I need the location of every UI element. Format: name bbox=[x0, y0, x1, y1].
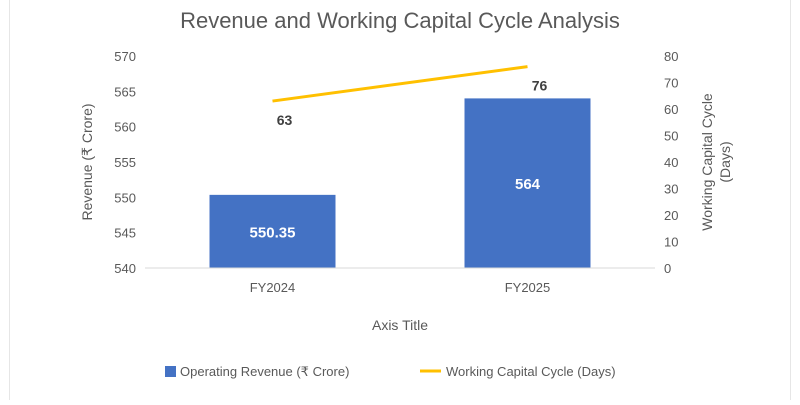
legend-label-wcc: Working Capital Cycle (Days) bbox=[446, 364, 616, 379]
x-axis-title: Axis Title bbox=[372, 317, 428, 333]
y2-tick-label: 40 bbox=[664, 155, 678, 170]
y2-tick-label: 20 bbox=[664, 208, 678, 223]
y-axis-title-right-line2: (Days) bbox=[717, 141, 733, 182]
y-tick-label: 555 bbox=[114, 155, 136, 170]
y-tick-label: 560 bbox=[114, 120, 136, 135]
y2-tick-label: 0 bbox=[664, 261, 671, 276]
line-data-label: 76 bbox=[532, 78, 548, 94]
frame-edge-right bbox=[790, 0, 791, 400]
bar-data-label: 564 bbox=[515, 176, 541, 193]
y2-tick-label: 10 bbox=[664, 235, 678, 250]
bar-series: 550.35 564 bbox=[209, 98, 591, 269]
x-tick-label: FY2024 bbox=[250, 280, 296, 295]
bar-data-label: 550.35 bbox=[250, 224, 296, 241]
line-series: 63 76 bbox=[272, 65, 548, 128]
y2-tick-label: 80 bbox=[664, 49, 678, 64]
bar bbox=[464, 98, 591, 269]
y2-tick-label: 30 bbox=[664, 182, 678, 197]
y2-tick-label: 60 bbox=[664, 102, 678, 117]
y-tick-label: 540 bbox=[114, 261, 136, 276]
legend-label-revenue: Operating Revenue (₹ Crore) bbox=[180, 364, 349, 379]
y2-tick-label: 50 bbox=[664, 129, 678, 144]
y-tick-label: 570 bbox=[114, 49, 136, 64]
y-axis-title-left: Revenue (₹ Crore) bbox=[79, 103, 95, 220]
line-data-label: 63 bbox=[277, 112, 293, 128]
right-axis-ticks: 0 10 20 30 40 50 60 70 80 bbox=[664, 49, 678, 276]
frame-edge-left bbox=[9, 0, 10, 400]
line-path bbox=[272, 65, 528, 103]
y-tick-label: 565 bbox=[114, 84, 136, 99]
x-axis-ticks: FY2024 FY2025 bbox=[250, 280, 551, 295]
y-tick-label: 545 bbox=[114, 226, 136, 241]
legend: Operating Revenue (₹ Crore) Working Capi… bbox=[165, 364, 616, 379]
x-tick-label: FY2025 bbox=[505, 280, 551, 295]
y-axis-title-right: Working Capital Cycle (Days) bbox=[699, 93, 733, 231]
left-axis-ticks: 540 545 550 555 560 565 570 bbox=[114, 49, 136, 276]
y-axis-title-right-line1: Working Capital Cycle bbox=[699, 93, 715, 231]
chart-title: Revenue and Working Capital Cycle Analys… bbox=[180, 8, 620, 33]
y-tick-label: 550 bbox=[114, 190, 136, 205]
legend-swatch-revenue bbox=[165, 366, 176, 377]
y2-tick-label: 70 bbox=[664, 76, 678, 91]
bar bbox=[209, 194, 336, 268]
